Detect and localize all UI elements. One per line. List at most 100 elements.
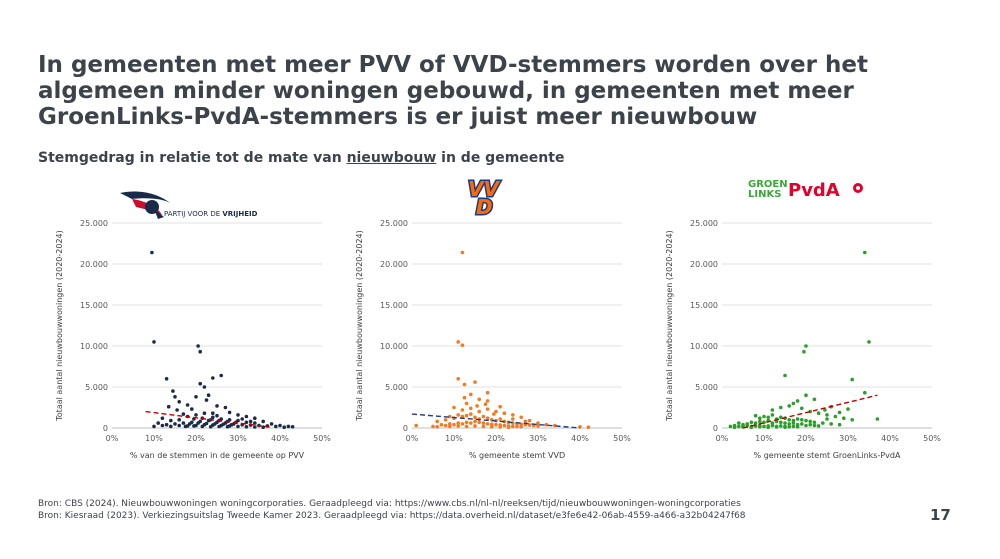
scatter-point [519,424,523,429]
scatter-point [833,414,838,419]
scatter-point [469,406,473,411]
scatter-point [177,400,181,404]
scatter-point [791,424,796,429]
x-tick-label: 40% [571,434,589,443]
scatter-point [511,417,515,421]
scatter-point [221,422,226,427]
y-axis-label: Totaal aantal nieuwbouwwoningen (2020-20… [355,230,364,421]
scatter-point [483,402,488,406]
scatter-point [804,423,808,428]
scatter-point [485,422,490,426]
scatter-point [494,409,498,414]
x-axis-label: % gemeente stemt VVD [469,451,565,460]
y-tick-label: 20.000 [690,260,718,269]
x-tick-label: 30% [839,434,857,443]
scatter-point [452,422,456,427]
scatter-point [821,421,825,425]
scatter-point [202,411,207,415]
sources: Bron: CBS (2024). Nieuwbouwwoningen woni… [38,498,746,522]
scatter-point [779,415,783,420]
scatter-point [452,405,456,410]
chart-vvd: 0 5.000 10.000 15.000 20.000 25.000 0% 10% 20% 30… [340,186,640,476]
scatter-point [187,422,192,426]
scatter-point [164,422,169,427]
vvd-logo: VV VV D D [466,176,512,221]
scatter-point [863,250,867,255]
scatter-point [261,419,265,424]
trendline [742,394,878,429]
x-tick-label: 10% [445,434,463,443]
x-tick-label: 30% [229,434,247,443]
slide-subtitle: Stemgedrag in relatie tot de mate van ni… [38,150,564,166]
scatter-point [448,424,452,429]
scatter-point [783,373,787,378]
scatter-point [766,425,770,429]
scatter-point [498,425,502,429]
scatter-point [825,413,829,417]
scatter-point [164,377,169,381]
scatter-vvd: 0 5.000 10.000 15.000 20.000 25.000 0% 10% 20% 30… [355,219,631,460]
subtitle-text-start: Stemgedrag in relatie tot de mate van [38,150,347,166]
y-tick-label: 0 [403,424,408,433]
scatter-point [808,419,812,424]
scatter-point [498,404,502,409]
scatter-point [774,425,779,429]
scatter-point [435,425,439,429]
scatter-point [202,385,207,389]
subtitle-link-nieuwbouw[interactable]: nieuwbouw [346,150,437,166]
scatter-point [536,421,540,425]
scatter-point [181,421,186,425]
scatter-point [219,373,223,378]
scatter-point [745,423,749,428]
scatter-point [753,421,758,425]
scatter-point [469,412,473,416]
scatter-point [842,416,846,420]
y-tick-label: 5.000 [695,383,718,392]
scatter-point [804,393,808,397]
y-tick-label: 25.000 [80,219,108,228]
scatter-point [448,422,452,426]
scatter-point [544,422,549,427]
scatter-point [253,421,257,425]
scatter-point [462,382,467,387]
scatter-point [456,421,460,425]
pvv-logo: PARTIJ VOOR DE VRIJHEID [118,187,278,227]
x-tick-label: 50% [923,434,941,443]
scatter-point [519,415,523,420]
scatter-point [183,424,188,429]
scatter-point [286,424,291,429]
scatter-point [481,424,486,429]
scatter-point [779,424,783,428]
scatter-point [171,389,175,393]
chart-glpvda: 0 5.000 10.000 15.000 20.000 25.000 0% 10% 20% 30… [650,186,950,476]
pvv-logo-text: PARTIJ VOOR DE VRIJHEID [164,210,257,218]
svg-text:D: D [476,195,493,216]
y-tick-label: 0 [713,424,718,433]
scatter-point [223,405,228,410]
scatter-point [749,420,754,425]
scatter-point [435,419,439,424]
scatter-point [578,425,582,429]
scatter-point [460,343,465,347]
x-tick-label: 50% [613,434,631,443]
scatter-point [211,411,215,415]
scatter-point [586,425,591,429]
scatter-point [152,340,156,344]
scatter-point [196,344,200,348]
scatter-point [481,421,486,425]
scatter-point [473,380,477,384]
slide-title: In gemeenten met meer PVV of VVD-stemmer… [38,52,868,130]
scatter-point [213,422,217,426]
scatter-point [492,412,496,416]
scatter-point [766,415,770,420]
scatter-point [800,418,804,422]
scatter-point [194,395,198,399]
scatter-point [290,425,295,429]
x-tick-label: 0% [106,434,119,443]
scatter-point [456,377,460,381]
scatter-point [253,425,257,429]
scatter-point [527,418,532,423]
scatter-point [783,421,787,425]
scatter-point [248,419,253,424]
x-tick-label: 0% [716,434,729,443]
